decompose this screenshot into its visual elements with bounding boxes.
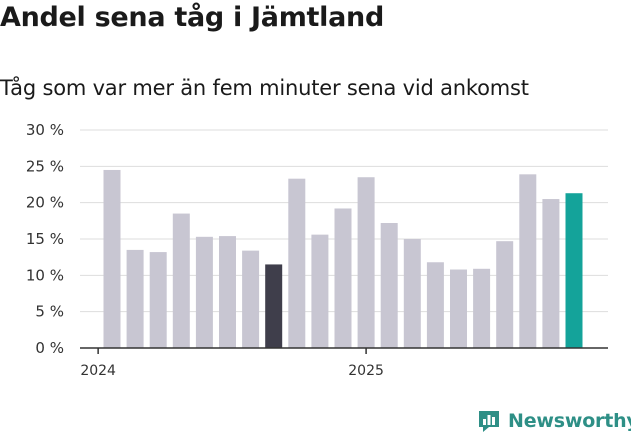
bars [103, 169, 583, 348]
bar [519, 174, 537, 348]
chart-subtitle: Tåg som var mer än fem minuter sena vid … [0, 76, 529, 100]
bar [311, 234, 329, 348]
axes: 0 % 5 % 10 % 15 % 20 % 25 % 30 % 2024 2025 [26, 121, 608, 379]
bar [242, 250, 260, 348]
x-tick-label: 2024 [80, 363, 116, 379]
bar [403, 239, 421, 348]
bar [103, 169, 121, 348]
x-tick-label: 2025 [348, 363, 384, 379]
bar [265, 264, 283, 348]
bar [357, 177, 375, 348]
logo-text: Newsworthy [508, 410, 631, 432]
bar [149, 252, 167, 348]
bar [473, 268, 491, 348]
y-tick-label: 10 % [26, 266, 64, 284]
bar [426, 262, 444, 348]
bar [542, 199, 560, 348]
bar [219, 236, 236, 348]
bar [496, 241, 514, 348]
bar [195, 236, 213, 348]
y-tick-label: 0 % [35, 339, 64, 357]
y-tick-label: 25 % [26, 157, 64, 175]
chart-title: Andel sena tåg i Jämtland [0, 2, 384, 33]
bar [288, 178, 306, 348]
newsworthy-chart-icon [479, 411, 499, 432]
y-tick-label: 20 % [26, 194, 64, 212]
bar [126, 249, 144, 348]
y-tick-label: 15 % [26, 230, 64, 248]
bar [172, 213, 190, 348]
newsworthy-logo: Newsworthy [476, 408, 631, 434]
y-tick-label: 5 % [35, 303, 64, 321]
bar [334, 208, 352, 348]
bar [565, 193, 583, 348]
y-tick-label: 30 % [26, 121, 64, 139]
bar [450, 269, 467, 348]
bar [380, 223, 398, 348]
